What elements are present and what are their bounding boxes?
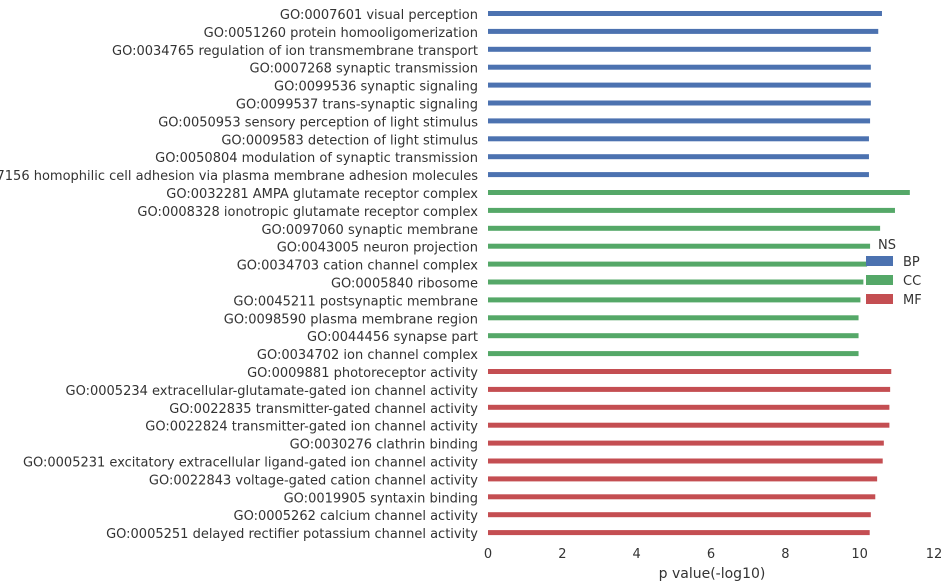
x-tick-label: 10 — [851, 547, 868, 562]
bar-bp — [488, 64, 871, 70]
bar-bp — [488, 46, 871, 52]
category-label: GO:0005840 ribosome — [331, 277, 478, 292]
bar-cc — [488, 315, 859, 321]
category-label: GO:0034702 ion channel complex — [257, 348, 478, 363]
category-label: GO:0005234 extracellular-glutamate-gated… — [66, 384, 479, 399]
category-label: GO:0099537 trans-synaptic signaling — [236, 98, 478, 113]
bar-bp — [488, 154, 869, 160]
x-tick-label: 4 — [633, 547, 641, 562]
bar-mf — [488, 512, 871, 518]
bar-cc — [488, 351, 859, 357]
bar-bp — [488, 136, 869, 142]
bar-cc — [488, 333, 859, 339]
category-label: GO:0034703 cation channel complex — [237, 259, 479, 274]
bar-cc — [488, 190, 910, 195]
category-label: GO:0022835 transmitter-gated channel act… — [169, 402, 478, 417]
x-tick-label: 12 — [926, 547, 943, 562]
bar-cc — [488, 261, 868, 267]
category-label: GO:0019905 syntaxin binding — [284, 491, 478, 506]
category-label: GO:0097060 synaptic membrane — [261, 223, 478, 238]
legend-label-bp: BP — [903, 255, 920, 270]
legend-label-mf: MF — [903, 293, 922, 308]
category-label: GO:0030276 clathrin binding — [290, 438, 478, 453]
category-label: GO:0007268 synaptic transmission — [250, 62, 478, 77]
category-label: GO:0044456 synapse part — [307, 330, 478, 345]
bar-bp — [488, 11, 882, 16]
legend: NS BP CC MF — [866, 238, 922, 308]
bar-mf — [488, 386, 891, 392]
legend-title: NS — [878, 238, 896, 253]
category-label: GO:0008328 ionotropic glutamate receptor… — [137, 205, 478, 220]
legend-label-cc: CC — [903, 274, 921, 289]
bars-layer — [488, 11, 910, 536]
category-label: GO:0032281 AMPA glutamate receptor compl… — [166, 187, 478, 202]
category-label: GO:0099536 synaptic signaling — [274, 80, 478, 95]
bar-mf — [488, 404, 890, 410]
category-label: GO:0007156 homophilic cell adhesion via … — [0, 169, 478, 184]
bar-cc — [488, 207, 895, 213]
category-label: GO:0034765 regulation of ion transmembra… — [112, 44, 478, 59]
bar-bp — [488, 82, 871, 88]
category-label: GO:0005251 delayed rectifier potassium c… — [106, 527, 478, 542]
category-label: GO:0022824 transmitter-gated ion channel… — [145, 420, 478, 435]
category-label: GO:0009881 photoreceptor activity — [247, 366, 478, 381]
category-label: GO:0045211 postsynaptic membrane — [233, 294, 478, 309]
bar-bp — [488, 28, 879, 34]
legend-swatch-bp — [866, 256, 893, 266]
bar-bp — [488, 100, 871, 106]
category-label: GO:0009583 detection of light stimulus — [221, 133, 478, 148]
category-label: GO:0022843 voltage-gated cation channel … — [149, 473, 478, 488]
bar-mf — [488, 494, 876, 500]
bar-bp — [488, 118, 871, 124]
category-label: GO:0050953 sensory perception of light s… — [158, 115, 478, 130]
x-tick-label: 2 — [558, 547, 566, 562]
bar-mf — [488, 476, 878, 482]
legend-swatch-cc — [866, 275, 893, 285]
category-label: GO:0005262 calcium channel activity — [234, 509, 479, 524]
bar-mf — [488, 458, 883, 464]
category-label: GO:0050804 modulation of synaptic transm… — [155, 151, 478, 166]
x-tick-label: 6 — [707, 547, 715, 562]
bar-cc — [488, 225, 881, 231]
category-label: GO:0005231 excitatory extracellular liga… — [23, 456, 478, 471]
bar-cc — [488, 297, 861, 303]
x-axis-label: p value(-log10) — [659, 566, 766, 582]
bar-cc — [488, 243, 871, 249]
bar-cc — [488, 279, 864, 285]
x-tick-label: 8 — [781, 547, 789, 562]
x-tick-label: 0 — [484, 547, 492, 562]
bar-mf — [488, 440, 884, 446]
category-label: GO:0043005 neuron projection — [277, 241, 478, 256]
bar-mf — [488, 369, 892, 374]
category-label: GO:0098590 plasma membrane region — [224, 312, 478, 327]
bar-mf — [488, 530, 870, 536]
category-label: GO:0051260 protein homooligomerization — [204, 26, 478, 41]
category-labels: GO:0007601 visual perception GO:0051260 p… — [0, 8, 478, 542]
bar-mf — [488, 422, 890, 428]
category-label: GO:0007601 visual perception — [280, 8, 478, 23]
bar-bp — [488, 172, 869, 178]
x-axis-ticks: 0 2 4 6 8 10 12 — [484, 547, 942, 562]
legend-swatch-mf — [866, 294, 893, 304]
